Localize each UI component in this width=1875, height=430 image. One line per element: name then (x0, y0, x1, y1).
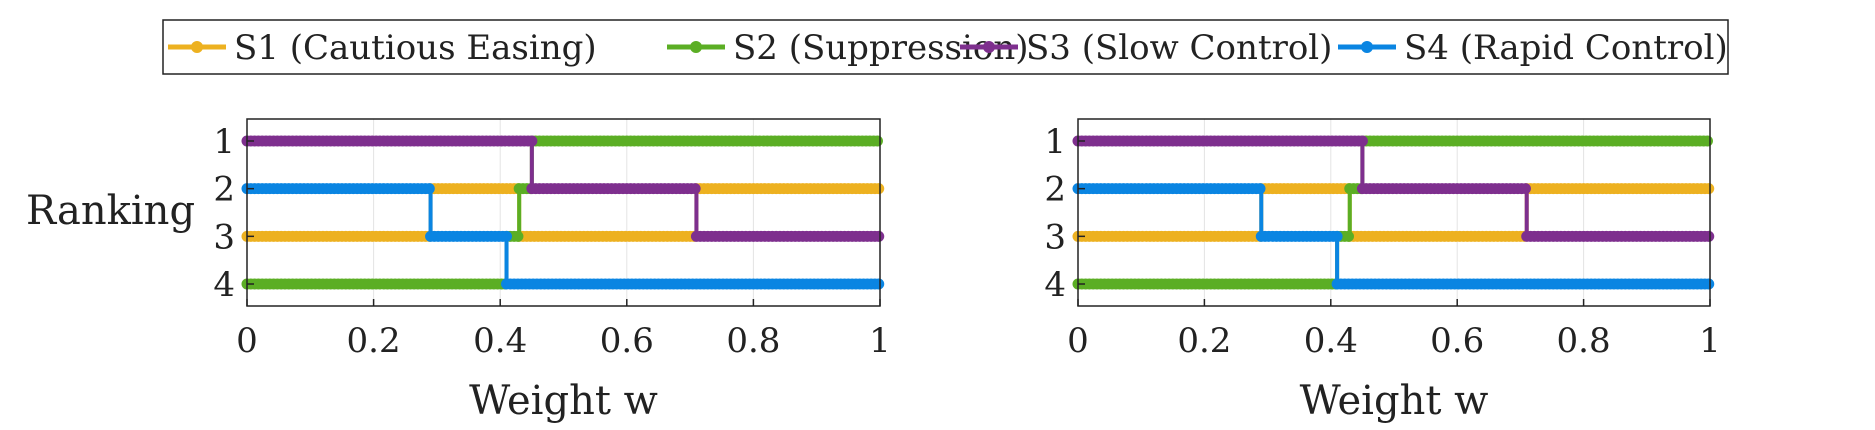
data-point (689, 183, 701, 195)
x-axis-label: Weight w (469, 378, 658, 424)
data-point (1703, 278, 1715, 290)
data-point (423, 183, 435, 195)
x-axis-label: Weight w (1300, 378, 1489, 424)
y-tick-label: 3 (213, 217, 235, 257)
right-panel: 0 0.2 0.4 0.6 0.8 1 1 2 3 4 Weight w (1044, 118, 1721, 424)
series-line (241, 135, 885, 242)
axes-box (246, 118, 881, 307)
data-point (1342, 230, 1354, 242)
data-point (873, 230, 885, 242)
data-point (1519, 183, 1531, 195)
x-tick-label: 0.2 (1177, 321, 1231, 361)
plot-area (247, 119, 880, 306)
data-point (873, 183, 885, 195)
y-tick-label: 1 (1044, 122, 1066, 162)
x-tick-label: 0.8 (726, 321, 780, 361)
data-point (1331, 230, 1343, 242)
legend-label: S4 (Rapid Control) (1404, 28, 1728, 68)
data-point (1254, 183, 1266, 195)
series-line (1072, 183, 1715, 290)
x-tick-label: 0.6 (1430, 321, 1484, 361)
data-point (512, 230, 524, 242)
legend-entry: S3 (Slow Control) (960, 28, 1332, 68)
y-tick-label: 4 (1044, 265, 1066, 305)
legend-marker (983, 41, 995, 53)
legend-marker (690, 41, 702, 53)
x-tick-label: 0.2 (347, 321, 401, 361)
y-tick-label: 1 (213, 122, 235, 162)
x-tick-label: 0.4 (473, 321, 527, 361)
x-tick-label: 0 (236, 321, 258, 361)
data-point (1703, 183, 1715, 195)
y-tick-label: 2 (213, 170, 235, 210)
legend-label: S3 (Slow Control) (1026, 28, 1332, 68)
x-tick-label: 1 (869, 321, 891, 361)
data-point (501, 230, 513, 242)
x-tick-label: 0.4 (1304, 321, 1358, 361)
data-point (1703, 230, 1715, 242)
axes-box (1077, 118, 1711, 307)
x-tick-label: 0.6 (600, 321, 654, 361)
series-line (241, 183, 885, 290)
data-point (1701, 135, 1713, 147)
legend-label: S1 (Cautious Easing) (234, 28, 597, 68)
data-point (1356, 135, 1368, 147)
data-point (873, 278, 885, 290)
y-axis-label: Ranking (26, 188, 195, 234)
x-tick-label: 0.8 (1557, 321, 1611, 361)
series-line (1072, 135, 1715, 242)
left-panel: 0 0.2 0.4 0.6 0.8 1 1 2 3 4 Weight w Ranking (26, 118, 891, 424)
plot-area (1078, 119, 1710, 306)
legend-marker (191, 41, 203, 53)
data-point (871, 135, 883, 147)
legend-box (162, 19, 1729, 75)
legend-marker (1361, 41, 1373, 53)
y-tick-label: 4 (213, 265, 235, 305)
legend-entry: S4 (Rapid Control) (1338, 28, 1728, 68)
y-tick-label: 2 (1044, 170, 1066, 210)
legend-entry: S1 (Cautious Easing) (168, 28, 597, 68)
legend-entry: S2 (Suppression) (667, 28, 1029, 68)
data-point (526, 135, 538, 147)
x-tick-label: 1 (1699, 321, 1721, 361)
legend: S1 (Cautious Easing) S2 (Suppression)S3 (… (162, 19, 1729, 75)
x-tick-label: 0 (1067, 321, 1089, 361)
y-tick-label: 3 (1044, 217, 1066, 257)
